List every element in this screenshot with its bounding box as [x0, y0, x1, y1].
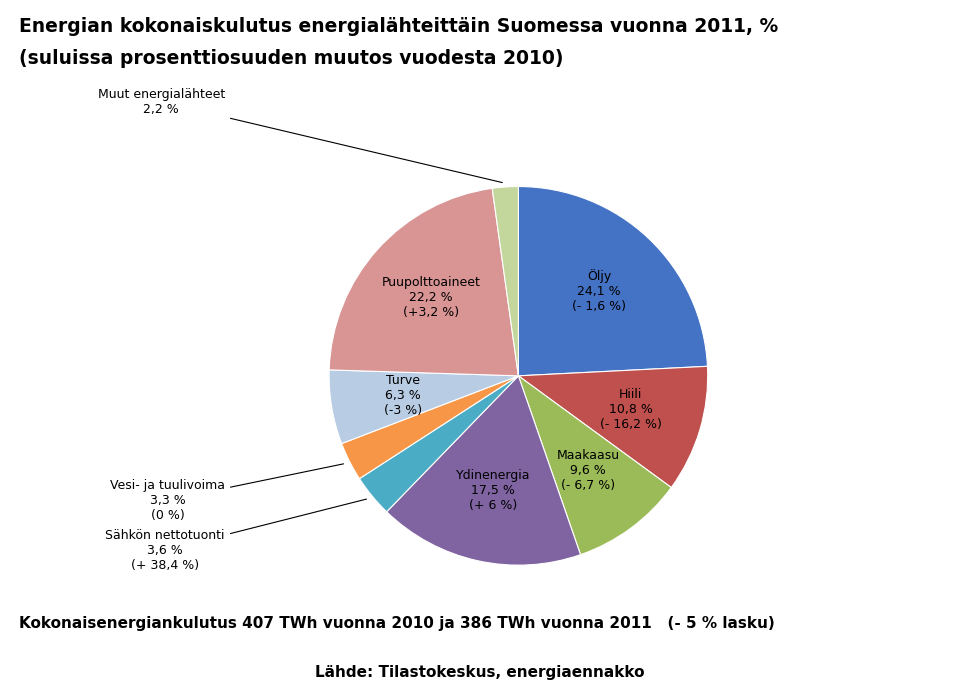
- Wedge shape: [518, 187, 708, 376]
- Text: Energian kokonaiskulutus energialähteittäin Suomessa vuonna 2011, %: Energian kokonaiskulutus energialähteitt…: [19, 17, 779, 36]
- Wedge shape: [387, 376, 581, 565]
- Text: (suluissa prosenttiosuuden muutos vuodesta 2010): (suluissa prosenttiosuuden muutos vuodes…: [19, 49, 564, 68]
- Text: Öljy
24,1 %
(- 1,6 %): Öljy 24,1 % (- 1,6 %): [572, 269, 626, 313]
- Wedge shape: [329, 370, 518, 443]
- Wedge shape: [492, 187, 518, 376]
- Text: Hiili
10,8 %
(- 16,2 %): Hiili 10,8 % (- 16,2 %): [600, 388, 661, 431]
- Text: Maakaasu
9,6 %
(- 6,7 %): Maakaasu 9,6 % (- 6,7 %): [557, 449, 620, 491]
- Wedge shape: [329, 189, 518, 376]
- Text: Ydinenergia
17,5 %
(+ 6 %): Ydinenergia 17,5 % (+ 6 %): [456, 469, 530, 512]
- Text: Kokonaisenergiankulutus 407 TWh vuonna 2010 ja 386 TWh vuonna 2011   (- 5 % lask: Kokonaisenergiankulutus 407 TWh vuonna 2…: [19, 616, 775, 631]
- Wedge shape: [518, 366, 708, 487]
- Text: Puupolttoaineet
22,2 %
(+3,2 %): Puupolttoaineet 22,2 % (+3,2 %): [382, 276, 481, 319]
- Wedge shape: [342, 376, 518, 479]
- Text: Lähde: Tilastokeskus, energiaennakko: Lähde: Tilastokeskus, energiaennakko: [315, 665, 645, 680]
- Text: Turve
6,3 %
(-3 %): Turve 6,3 % (-3 %): [384, 374, 421, 417]
- Wedge shape: [359, 376, 518, 512]
- Text: Sähkön nettotuonti
3,6 %
(+ 38,4 %): Sähkön nettotuonti 3,6 % (+ 38,4 %): [106, 499, 367, 571]
- Text: Muut energialähteet
2,2 %: Muut energialähteet 2,2 %: [98, 88, 502, 182]
- Text: Vesi- ja tuulivoima
3,3 %
(0 %): Vesi- ja tuulivoima 3,3 % (0 %): [110, 464, 344, 522]
- Wedge shape: [518, 376, 671, 555]
